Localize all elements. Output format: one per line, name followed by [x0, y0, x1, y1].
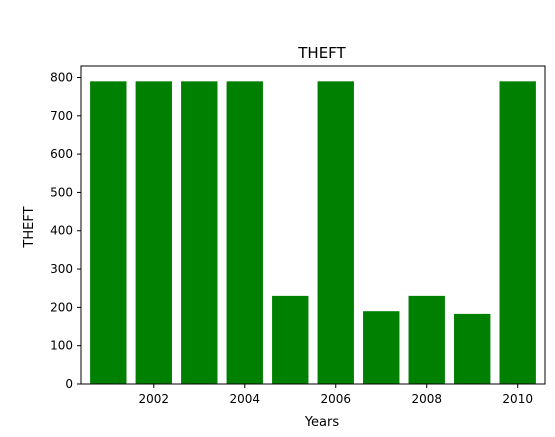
x-tick-label-2008: 2008 [411, 392, 442, 406]
y-tick-label-0: 0 [65, 377, 73, 391]
x-axis-label: Years [304, 415, 340, 430]
y-tick-label-200: 200 [50, 300, 73, 314]
bar-2005 [272, 295, 309, 384]
y-tick-label-100: 100 [50, 339, 73, 353]
y-tick-label-300: 300 [50, 262, 73, 276]
y-tick-label-700: 700 [50, 109, 73, 123]
y-tick-label-400: 400 [50, 224, 73, 238]
axes-layer: 0 100 200 300 400 500 600 700 800 2002 2004 2006 200… [50, 65, 546, 406]
plot-frame [80, 65, 546, 385]
bar-2007 [363, 311, 400, 384]
bar-2004 [226, 81, 263, 384]
bar-2002 [135, 81, 172, 384]
bar-2003 [181, 81, 218, 384]
x-tick-label-2010: 2010 [502, 392, 533, 406]
x-tick-label-2004: 2004 [229, 392, 260, 406]
y-tick-label-500: 500 [50, 185, 73, 199]
y-tick-label-800: 800 [50, 70, 73, 84]
bar-2009 [454, 313, 491, 384]
y-axis-label: THEFT [22, 206, 37, 248]
bars-layer [90, 81, 536, 384]
x-tick-label-2006: 2006 [320, 392, 351, 406]
bar-2008 [408, 295, 445, 384]
x-tick-label-2002: 2002 [139, 392, 170, 406]
chart-title: THEFT [297, 44, 346, 62]
bar-2006 [317, 81, 354, 384]
bar-2010 [499, 81, 536, 384]
y-tick-label-600: 600 [50, 147, 73, 161]
bar-2001 [90, 81, 127, 384]
